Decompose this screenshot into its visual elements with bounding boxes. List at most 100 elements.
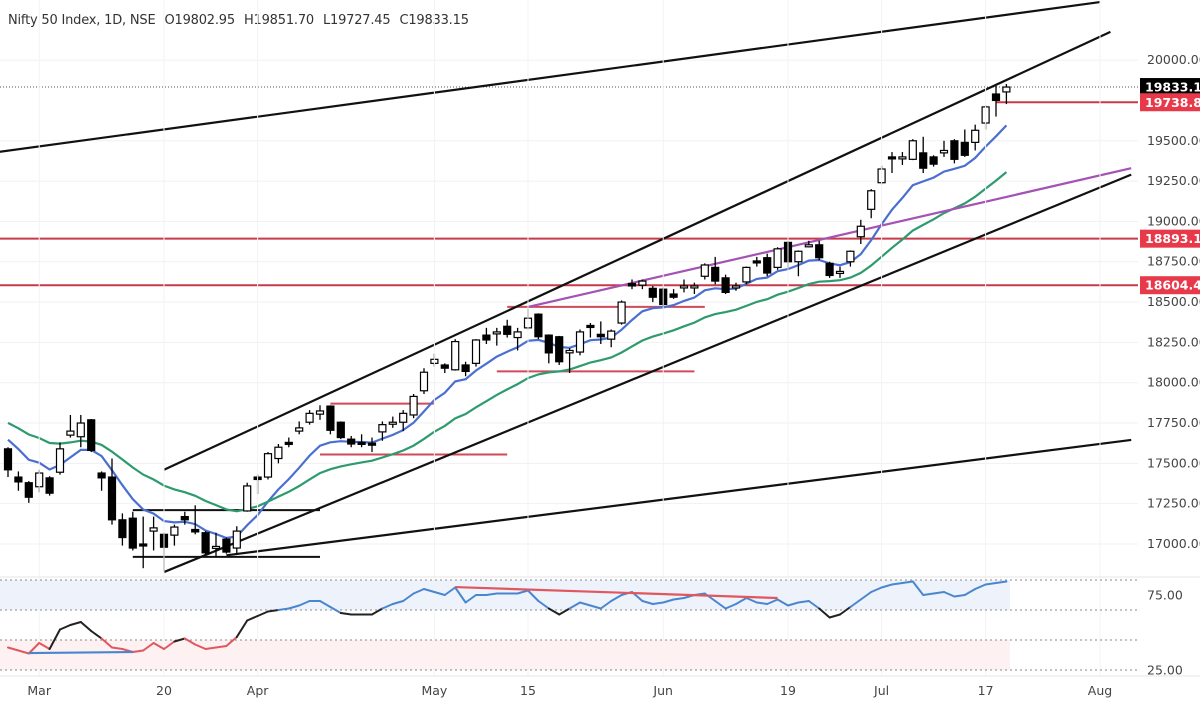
candle-body xyxy=(721,277,730,293)
candle xyxy=(773,247,782,270)
rsi-line-segment xyxy=(173,637,186,643)
candle xyxy=(378,421,387,441)
rsi-axis-label: 75.00 xyxy=(1147,588,1183,603)
candle xyxy=(638,279,647,290)
rsi-line-segment xyxy=(433,591,446,596)
price-axis-label: 17500.00 xyxy=(1147,455,1200,470)
rsi-line-segment xyxy=(974,583,987,590)
candle-body xyxy=(544,334,553,354)
rsi-line-segment xyxy=(225,636,238,647)
rsi-line-segment xyxy=(339,612,353,616)
rsi-line-segment xyxy=(27,642,41,655)
rsi-line-segment xyxy=(839,606,852,616)
rsi-line-segment xyxy=(246,615,259,622)
candle xyxy=(731,282,741,291)
rsi-line-segment xyxy=(329,606,342,614)
candle-body xyxy=(586,324,595,329)
candle-body xyxy=(222,538,231,553)
price-tag-label: 19833.15 xyxy=(1145,80,1200,95)
candle-body xyxy=(752,260,761,264)
rsi-line-segment xyxy=(131,649,145,653)
rsi-line-segment xyxy=(79,621,93,632)
candle xyxy=(679,279,689,293)
symbol-name: Nifty 50 Index, 1D, NSE xyxy=(8,13,156,28)
candle-body xyxy=(232,530,241,549)
candle xyxy=(180,511,189,525)
rsi-line-segment xyxy=(776,598,789,607)
candle-body xyxy=(419,371,429,392)
candle xyxy=(991,85,1001,117)
candle-body xyxy=(846,250,855,263)
rsi-line-segment xyxy=(579,601,592,607)
rsi-line-segment xyxy=(818,607,831,619)
rsi-line-segment xyxy=(194,643,207,650)
price-axis-label: 19000.00 xyxy=(1147,213,1200,228)
ohlc-open: O19802.95 xyxy=(164,13,235,28)
candle-body xyxy=(14,476,23,483)
rsi-line-segment xyxy=(277,607,290,611)
candle xyxy=(347,435,356,448)
candle xyxy=(55,442,65,475)
rsi-axis-label: 25.00 xyxy=(1147,663,1183,678)
rsi-line-segment xyxy=(558,607,571,616)
candle xyxy=(326,405,335,435)
price-tag-label: 19738.85 xyxy=(1145,95,1200,110)
candle xyxy=(617,300,626,325)
time-axis-label: Jul xyxy=(873,683,889,698)
candle-body xyxy=(378,424,387,433)
candle xyxy=(222,537,231,554)
rsi-line-segment xyxy=(714,600,727,610)
rsi-line-segment xyxy=(183,637,197,646)
candle xyxy=(939,140,949,157)
candle xyxy=(690,282,699,294)
candle-body xyxy=(76,422,85,438)
candle-body xyxy=(991,93,1001,102)
rsi-line-segment xyxy=(870,586,883,593)
candle-body xyxy=(3,448,13,471)
rsi-line-segment xyxy=(995,580,1008,584)
candle-body xyxy=(336,421,345,439)
rsi-line-segment xyxy=(204,646,217,650)
candle-body xyxy=(794,250,803,263)
candle-body xyxy=(315,410,325,415)
candle xyxy=(315,405,325,420)
candle-body xyxy=(929,156,938,165)
rsi-line-segment xyxy=(391,600,405,605)
rsi-line-segment xyxy=(423,588,436,593)
candle xyxy=(87,419,96,453)
candle-body xyxy=(503,325,512,335)
candle-body xyxy=(492,331,501,335)
candle xyxy=(367,437,377,453)
price-tag-label: 18604.45 xyxy=(1145,278,1200,293)
candle xyxy=(627,279,637,290)
rsi-line-segment xyxy=(901,580,914,584)
candle xyxy=(835,266,845,278)
rsi-line-segment xyxy=(828,613,841,619)
candle-body xyxy=(971,129,980,143)
candle xyxy=(815,240,824,261)
candle xyxy=(586,323,595,338)
candle xyxy=(950,139,959,164)
candle-body xyxy=(461,364,470,373)
candle xyxy=(482,327,491,344)
candle xyxy=(919,136,928,174)
candle xyxy=(752,256,761,267)
time-axis-label: Aug xyxy=(1088,683,1112,698)
candle xyxy=(711,256,720,285)
candle xyxy=(139,516,148,569)
time-axis-label: 20 xyxy=(156,683,172,698)
price-axis-label: 17750.00 xyxy=(1147,415,1200,430)
candle xyxy=(898,152,907,165)
candle-body xyxy=(700,264,709,277)
candle-body xyxy=(326,405,335,431)
candle-body xyxy=(804,244,813,248)
time-axis-label: 19 xyxy=(780,683,796,698)
time-axis-label: May xyxy=(421,683,447,698)
rsi-line-segment xyxy=(69,621,82,626)
candle xyxy=(908,139,917,161)
candle-body xyxy=(960,141,969,156)
rsi-line-segment xyxy=(537,600,550,610)
candle-body xyxy=(627,282,637,287)
candle-body xyxy=(170,526,179,536)
